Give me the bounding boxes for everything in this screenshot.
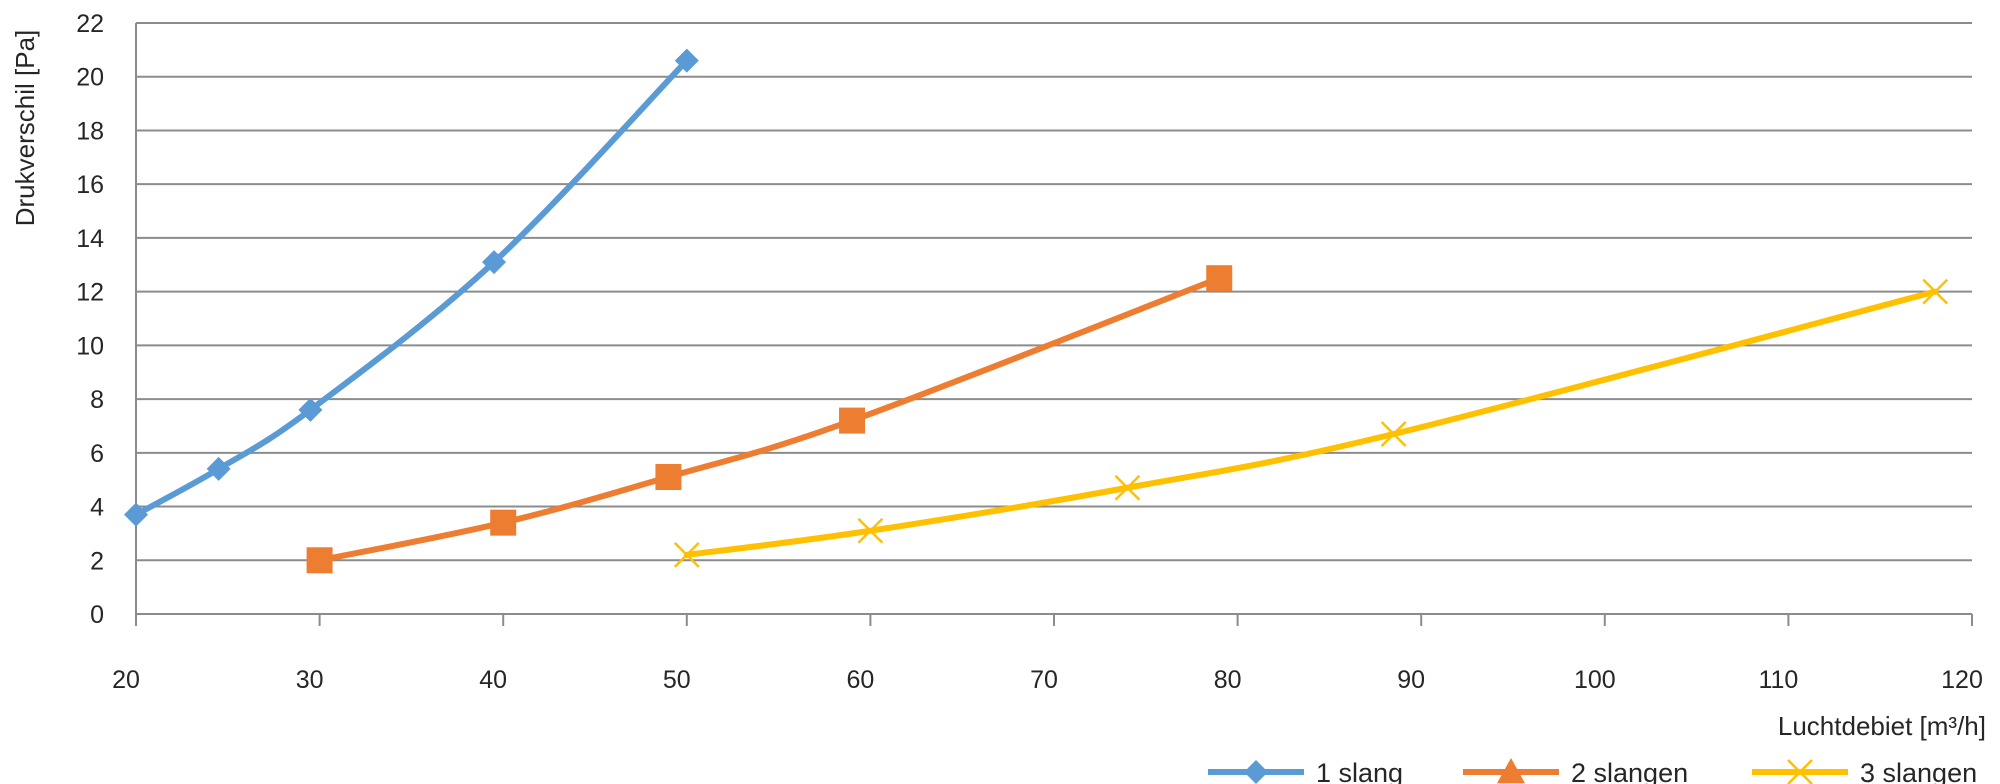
series-lines: [133, 57, 1939, 564]
x-tick-label: 60: [846, 666, 874, 694]
y-tick-label: 18: [76, 117, 104, 145]
x-tick-label: 50: [663, 666, 691, 694]
data-point-series-3-stroke: [1922, 278, 1949, 305]
y-axis: 0 2 4 6 8 10 12 14 16 18 20 22: [76, 10, 104, 629]
data-point-series-2: [655, 463, 682, 490]
y-tick-label: 2: [90, 547, 104, 575]
data-point-series-2: [306, 547, 333, 574]
legend-item: 3 slangen: [1752, 758, 1977, 784]
legend: 1 slang 2 slangen 3 slangen: [1208, 758, 1977, 784]
y-tick-label: 4: [90, 494, 104, 522]
y-tick-label: 6: [90, 440, 104, 468]
data-point-series-3-stroke: [673, 542, 700, 568]
y-tick-label: 16: [76, 171, 104, 199]
legend-item: 1 slang: [1208, 758, 1403, 784]
x-tick-label: 80: [1214, 666, 1242, 694]
x-axis: 20 30 40 50 60 70 80 90 100 110 120: [112, 23, 1983, 694]
gridlines: [136, 22, 1972, 615]
data-point-series-3: [1380, 421, 1407, 447]
series-markers: [124, 48, 1949, 574]
legend-item: 2 slangen: [1463, 758, 1688, 784]
data-point-series-2: [1206, 265, 1233, 292]
x-axis-title: Luchtdebiet [m³/h]: [1778, 711, 1986, 741]
data-point-series-3-stroke: [857, 517, 884, 544]
data-point-series-3: [1114, 474, 1141, 501]
x-tick-label: 40: [479, 666, 507, 694]
data-point-series-1: [298, 397, 323, 422]
x-tick-label: 100: [1574, 666, 1616, 694]
y-tick-label: 8: [90, 386, 104, 414]
x-tick-label: 20: [112, 666, 140, 694]
y-tick-label: 0: [90, 601, 104, 629]
y-tick-label: 10: [76, 332, 104, 360]
legend-label: 2 slangen: [1571, 758, 1688, 784]
series-line-1: [133, 57, 690, 518]
series-line-3: [683, 288, 1939, 558]
x-tick-label: 70: [1030, 666, 1058, 694]
data-point-series-3-stroke: [1114, 474, 1141, 501]
data-point-series-2: [839, 407, 866, 434]
data-point-series-3-stroke: [1380, 421, 1407, 447]
data-point-series-1: [482, 250, 507, 275]
series-line-2: [316, 275, 1223, 564]
y-axis-title: Drukverschil [Pa]: [10, 30, 40, 227]
x-tick-label: 110: [1758, 666, 1798, 694]
data-point-series-3: [857, 517, 884, 544]
y-tick-label: 20: [76, 64, 104, 92]
x-tick-label: 120: [1941, 666, 1983, 694]
data-point-series-2: [490, 509, 517, 536]
data-point-series-3: [1922, 278, 1949, 305]
x-tick-label: 30: [296, 666, 324, 694]
legend-marker-icon: [1244, 760, 1268, 784]
x-tick-label: 90: [1397, 666, 1425, 694]
y-tick-label: 12: [76, 279, 104, 307]
legend-label: 3 slangen: [1860, 758, 1977, 784]
legend-marker-icon-stroke: [1787, 759, 1813, 784]
y-tick-label: 14: [76, 225, 104, 253]
legend-label: 1 slang: [1316, 758, 1403, 784]
data-point-series-1: [124, 502, 148, 527]
y-tick-label: 22: [76, 10, 104, 38]
legend-marker-icon: [1787, 759, 1813, 784]
data-point-series-1: [206, 456, 231, 481]
data-point-series-3: [673, 542, 700, 568]
legend-marker-icon: [1497, 758, 1525, 784]
data-point-series-1: [674, 48, 699, 73]
